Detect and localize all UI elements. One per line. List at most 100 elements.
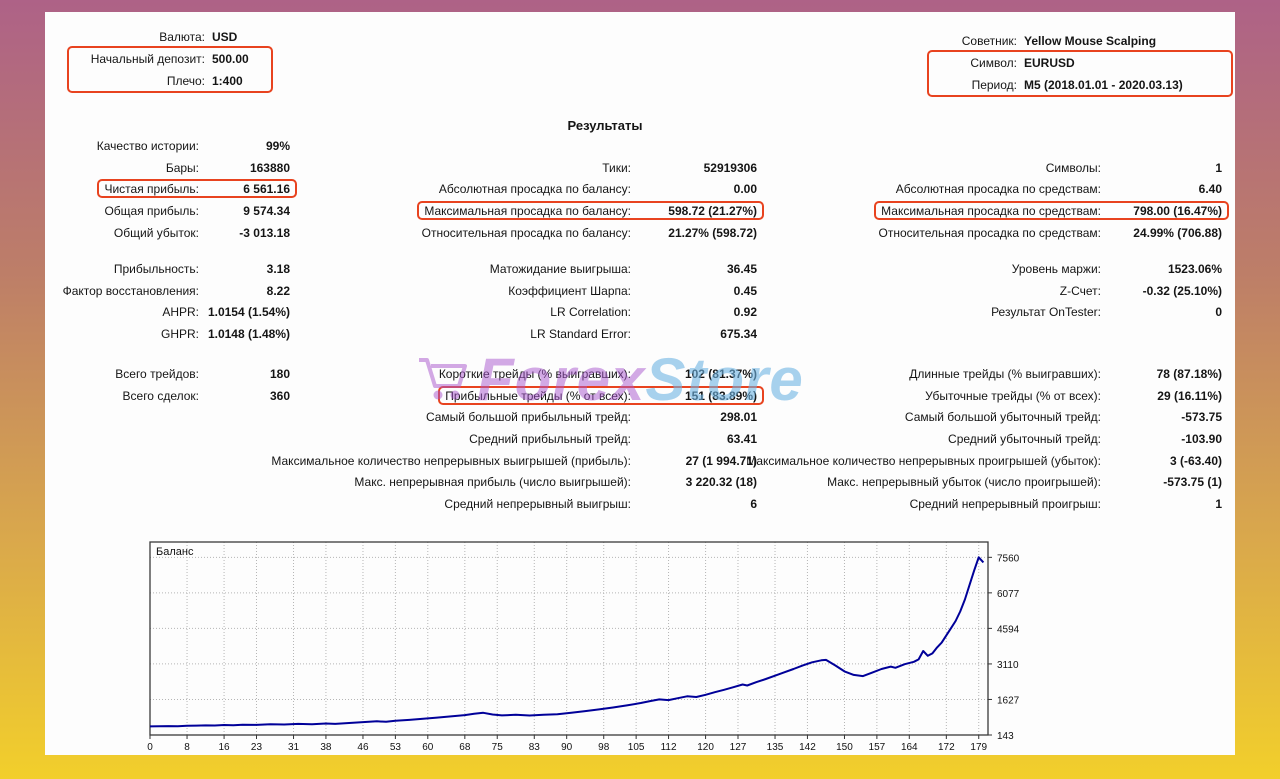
stat-label: Макс. непрерывный убыток (число проигрыш… <box>827 475 1101 489</box>
stat-row: GHPR:1.0148 (1.48%) <box>75 323 290 345</box>
x-axis-label: 112 <box>661 742 677 753</box>
x-axis-label: 31 <box>288 742 300 753</box>
stat: Общая прибыль: 9 574.34 <box>104 204 290 218</box>
stat: Символы:1 <box>1046 161 1222 175</box>
strategy-tester-report: Валюта:USDНачальный депозит:500.00Плечо:… <box>0 0 1280 779</box>
stat-label: Абсолютная просадка по балансу: <box>439 182 631 196</box>
stat-label: Макс. непрерывная прибыль (число выигрыш… <box>354 475 631 489</box>
stat-row: Всего трейдов:180 <box>75 363 290 385</box>
stat: Максимальное количество непрерывных выиг… <box>271 454 757 468</box>
stat-row: Средний непрерывный проигрыш:1 <box>763 493 1222 515</box>
stat: Средний непрерывный выигрыш:6 <box>444 497 757 511</box>
stat-value: 3 (-63.40) <box>1107 454 1222 468</box>
stat: Максимальное количество непрерывных прои… <box>746 454 1222 468</box>
stat-value: 675.34 <box>637 327 757 341</box>
x-axis-label: 98 <box>598 742 610 753</box>
stat-label: Общая прибыль: <box>104 204 199 218</box>
stat-row: AHPR:1.0154 (1.54%) <box>75 301 290 323</box>
stat-value: 99% <box>205 139 290 153</box>
stat-label: Общий убыток: <box>114 226 199 240</box>
x-axis-label: 83 <box>529 742 541 753</box>
stat-label: Z-Счет: <box>1060 284 1101 298</box>
stat: Тики:52919306 <box>602 161 757 175</box>
highlighted-stat: Максимальная просадка по балансу:598.72 … <box>424 204 757 218</box>
x-axis-label: 46 <box>357 742 369 753</box>
stat-label: Самый большой убыточный трейд: <box>905 410 1101 424</box>
y-axis-label: 4594 <box>997 624 1020 635</box>
header-row: Период:M5 (2018.01.01 - 2020.03.13) <box>935 74 1225 96</box>
stat-value: 0.45 <box>637 284 757 298</box>
x-axis-label: 120 <box>697 742 714 753</box>
stat-label: Средний убыточный трейд: <box>948 432 1101 446</box>
page-title: Результаты <box>485 118 725 133</box>
stat-value: 0.92 <box>637 305 757 319</box>
stat-row: Макс. непрерывная прибыль (число выигрыш… <box>285 471 757 493</box>
x-axis-label: 16 <box>219 742 231 753</box>
highlighted-stat: Максимальная просадка по средствам:798.0… <box>881 204 1222 218</box>
x-axis-label: 105 <box>628 742 645 753</box>
stat-value: 1523.06% <box>1107 262 1222 276</box>
header-row: Начальный депозит:500.00 <box>75 48 265 70</box>
stat-label: AHPR: <box>162 305 199 319</box>
stat: Относительная просадка по средствам:24.9… <box>879 226 1223 240</box>
y-axis-label: 7560 <box>997 553 1020 564</box>
stat-label: Результат OnTester: <box>991 305 1101 319</box>
header-label: Символ: <box>935 56 1017 70</box>
stat-label: Средний прибыльный трейд: <box>469 432 631 446</box>
stat: Убыточные трейды (% от всех):29 (16.11%) <box>925 389 1222 403</box>
stat: GHPR:1.0148 (1.48%) <box>161 327 290 341</box>
stat: Общий убыток: -3 013.18 <box>114 226 290 240</box>
stat: Коэффициент Шарпа:0.45 <box>508 284 757 298</box>
stat-value: 151 (83.89%) <box>637 389 757 403</box>
stat-row: Максимальное количество непрерывных выиг… <box>285 450 757 472</box>
stat: Всего трейдов:180 <box>115 367 290 381</box>
stat-row <box>75 493 290 515</box>
stat-row: Самый большой прибыльный трейд:298.01 <box>285 406 757 428</box>
header-label: Плечо: <box>75 74 205 88</box>
x-axis-label: 90 <box>561 742 573 753</box>
stat-label: Прибыльные трейды (% от всех): <box>445 389 631 403</box>
x-axis-label: 179 <box>970 742 987 753</box>
stat-row: Общая прибыль: 9 574.34 <box>75 200 290 222</box>
stat-value: 798.00 (16.47%) <box>1107 204 1222 218</box>
stats-block3-col2: Короткие трейды (% выигравших):102 (81.3… <box>285 363 757 515</box>
stat-row: Самый большой убыточный трейд:-573.75 <box>763 406 1222 428</box>
stat: LR Correlation:0.92 <box>550 305 757 319</box>
stat-value: -103.90 <box>1107 432 1222 446</box>
stat: LR Standard Error: 675.34 <box>530 327 757 341</box>
x-axis-label: 68 <box>459 742 471 753</box>
stat-value: 6.40 <box>1107 182 1222 196</box>
stat-label: Максимальное количество непрерывных прои… <box>746 454 1101 468</box>
stat-row: Качество истории:99% <box>75 135 290 157</box>
header-value: 500.00 <box>212 52 249 66</box>
x-axis-label: 8 <box>184 742 190 753</box>
x-axis-label: 23 <box>251 742 263 753</box>
stat-value: 9 574.34 <box>205 204 290 218</box>
stat-row: Относительная просадка по балансу:21.27%… <box>285 222 757 244</box>
highlighted-stat: Чистая прибыль:6 561.16 <box>104 182 290 196</box>
stat-label: LR Standard Error: <box>530 327 631 341</box>
header-label: Период: <box>935 78 1017 92</box>
report-panel: Валюта:USDНачальный депозит:500.00Плечо:… <box>45 12 1235 755</box>
header-expert-info: Советник:Yellow Mouse ScalpingСимвол:EUR… <box>935 30 1225 96</box>
stats-block1-col2: Тики:52919306 Абсолютная просадка по бала… <box>285 135 757 243</box>
stat: Бары:163880 <box>166 161 290 175</box>
stat-value: -573.75 (1) <box>1107 475 1222 489</box>
stat-value: 1 <box>1107 161 1222 175</box>
stat-row <box>75 406 290 428</box>
stat-row: Бары:163880 <box>75 157 290 179</box>
stat-label: Самый большой прибыльный трейд: <box>426 410 631 424</box>
stat-value: -3 013.18 <box>205 226 290 240</box>
stat-label: Тики: <box>602 161 631 175</box>
stat: Самый большой прибыльный трейд:298.01 <box>426 410 757 424</box>
stat-value: 0.00 <box>637 182 757 196</box>
x-axis-label: 172 <box>938 742 955 753</box>
stat: Абсолютная просадка по балансу: 0.00 <box>439 182 757 196</box>
stat-value: 102 (81.37%) <box>637 367 757 381</box>
highlight-box: Символ:EURUSDПериод:M5 (2018.01.01 - 202… <box>935 52 1225 96</box>
stats-block2-col2: Матожидание выигрыша:36.45Коэффициент Ша… <box>285 258 757 345</box>
stat-value: 6 561.16 <box>205 182 290 196</box>
stat-value: 36.45 <box>637 262 757 276</box>
header-label: Советник: <box>935 34 1017 48</box>
stat-row: Короткие трейды (% выигравших):102 (81.3… <box>285 363 757 385</box>
